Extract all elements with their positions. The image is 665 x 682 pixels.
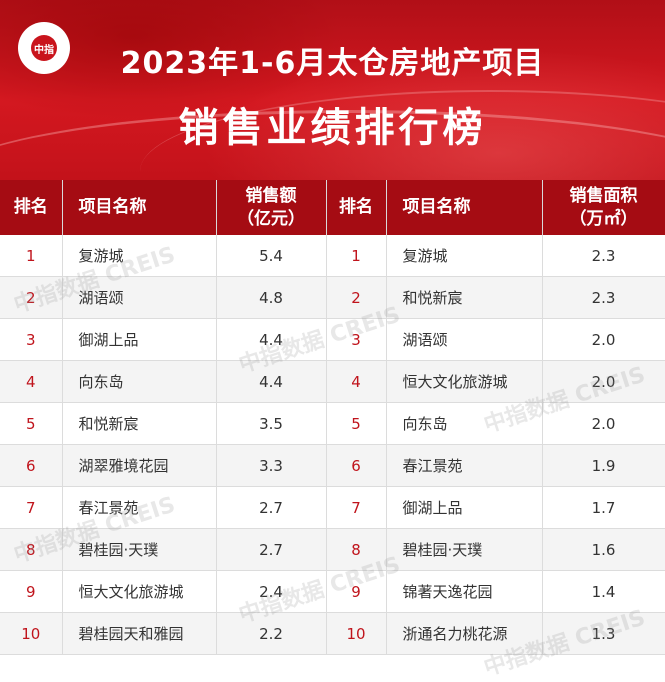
rank-cell: 10 (326, 612, 387, 655)
sales-amount-cell: 5.4 (216, 235, 327, 277)
rank-cell: 8 (326, 528, 387, 571)
rank-cell: 4 (326, 360, 387, 403)
table-row: 7 春江景苑 2.7 7 御湖上品 1.7 (0, 486, 665, 529)
sales-amount-cell: 3.3 (216, 444, 327, 487)
sales-area-cell: 1.7 (542, 486, 665, 529)
project-name-cell: 御湖上品 (62, 318, 217, 361)
rank-cell: 5 (0, 402, 63, 445)
sales-amount-cell: 2.7 (216, 528, 327, 571)
project-name-cell: 复游城 (386, 235, 543, 277)
header-sales-area-unit: （万㎡） (569, 208, 638, 229)
project-name-cell: 湖语颂 (62, 276, 217, 319)
header-sales-amount-unit: （亿元） (237, 208, 305, 229)
project-name-cell: 和悦新宸 (386, 276, 543, 319)
table-row: 5 和悦新宸 3.5 5 向东岛 2.0 (0, 402, 665, 445)
project-name-cell: 恒大文化旅游城 (386, 360, 543, 403)
header-sales-area: 销售面积 （万㎡） (542, 180, 665, 235)
project-name-cell: 向东岛 (386, 402, 543, 445)
header-sales-area-label: 销售面积 (569, 185, 638, 206)
header-banner: 中指 2023年1-6月太仓房地产项目 销售业绩排行榜 (0, 0, 665, 180)
sales-amount-cell: 4.4 (216, 318, 327, 361)
table-header-row: 排名 项目名称 销售额 （亿元） 排名 项目名称 销售面积 （万㎡） (0, 180, 665, 235)
rank-cell: 7 (326, 486, 387, 529)
rank-cell: 9 (326, 570, 387, 613)
sales-area-cell: 2.0 (542, 360, 665, 403)
sales-amount-cell: 2.2 (216, 612, 327, 655)
sales-area-cell: 2.3 (542, 276, 665, 319)
sales-area-cell: 1.9 (542, 444, 665, 487)
rank-cell: 3 (326, 318, 387, 361)
project-name-cell: 湖翠雅境花园 (62, 444, 217, 487)
rank-cell: 7 (0, 486, 63, 529)
project-name-cell: 和悦新宸 (62, 402, 217, 445)
sales-amount-cell: 2.4 (216, 570, 327, 613)
rank-cell: 1 (326, 235, 387, 277)
table-row: 6 湖翠雅境花园 3.3 6 春江景苑 1.9 (0, 444, 665, 487)
project-name-cell: 碧桂园·天璞 (62, 528, 217, 571)
header-project-name: 项目名称 (62, 180, 217, 235)
rank-cell: 5 (326, 402, 387, 445)
rank-cell: 4 (0, 360, 63, 403)
project-name-cell: 恒大文化旅游城 (62, 570, 217, 613)
sales-area-cell: 1.6 (542, 528, 665, 571)
rank-cell: 2 (326, 276, 387, 319)
header-rank: 排名 (0, 180, 63, 235)
project-name-cell: 碧桂园·天璞 (386, 528, 543, 571)
project-name-cell: 复游城 (62, 235, 217, 277)
table-row: 3 御湖上品 4.4 3 湖语颂 2.0 (0, 318, 665, 361)
rank-cell: 3 (0, 318, 63, 361)
rank-cell: 1 (0, 235, 63, 277)
sales-amount-cell: 4.8 (216, 276, 327, 319)
sales-area-cell: 2.0 (542, 318, 665, 361)
project-name-cell: 碧桂园天和雅园 (62, 612, 217, 655)
project-name-cell: 春江景苑 (62, 486, 217, 529)
table-row: 10 碧桂园天和雅园 2.2 10 浙通名力桃花源 1.3 (0, 612, 665, 655)
rank-cell: 8 (0, 528, 63, 571)
sales-area-cell: 2.3 (542, 235, 665, 277)
table-row: 4 向东岛 4.4 4 恒大文化旅游城 2.0 (0, 360, 665, 403)
header-sales-amount-label: 销售额 (245, 185, 297, 206)
project-name-cell: 湖语颂 (386, 318, 543, 361)
title-line-2: 销售业绩排行榜 (178, 105, 487, 151)
sales-area-cell: 2.0 (542, 402, 665, 445)
sales-area-cell: 1.3 (542, 612, 665, 655)
table-row: 2 湖语颂 4.8 2 和悦新宸 2.3 (0, 276, 665, 319)
project-name-cell: 浙通名力桃花源 (386, 612, 543, 655)
ranking-table: 排名 项目名称 销售额 （亿元） 排名 项目名称 销售面积 （万㎡） 1 复游城 5… (0, 180, 665, 655)
sales-area-cell: 1.4 (542, 570, 665, 613)
rank-cell: 9 (0, 570, 63, 613)
header-sales-amount: 销售额 （亿元） (216, 180, 327, 235)
header-project-name: 项目名称 (386, 180, 543, 235)
sales-amount-cell: 2.7 (216, 486, 327, 529)
table-row: 1 复游城 5.4 1 复游城 2.3 (0, 235, 665, 277)
title-line-1: 2023年1-6月太仓房地产项目 (120, 46, 545, 81)
rank-cell: 6 (326, 444, 387, 487)
table-row: 9 恒大文化旅游城 2.4 9 锦著天逸花园 1.4 (0, 570, 665, 613)
rank-cell: 2 (0, 276, 63, 319)
rank-cell: 10 (0, 612, 63, 655)
project-name-cell: 向东岛 (62, 360, 217, 403)
header-rank: 排名 (326, 180, 387, 235)
logo-mark: 中指 (31, 35, 57, 61)
sales-amount-cell: 3.5 (216, 402, 327, 445)
rank-cell: 6 (0, 444, 63, 487)
project-name-cell: 春江景苑 (386, 444, 543, 487)
project-name-cell: 锦著天逸花园 (386, 570, 543, 613)
china-index-academy-logo: 中指 (18, 22, 70, 74)
project-name-cell: 御湖上品 (386, 486, 543, 529)
table-row: 8 碧桂园·天璞 2.7 8 碧桂园·天璞 1.6 (0, 528, 665, 571)
sales-amount-cell: 4.4 (216, 360, 327, 403)
